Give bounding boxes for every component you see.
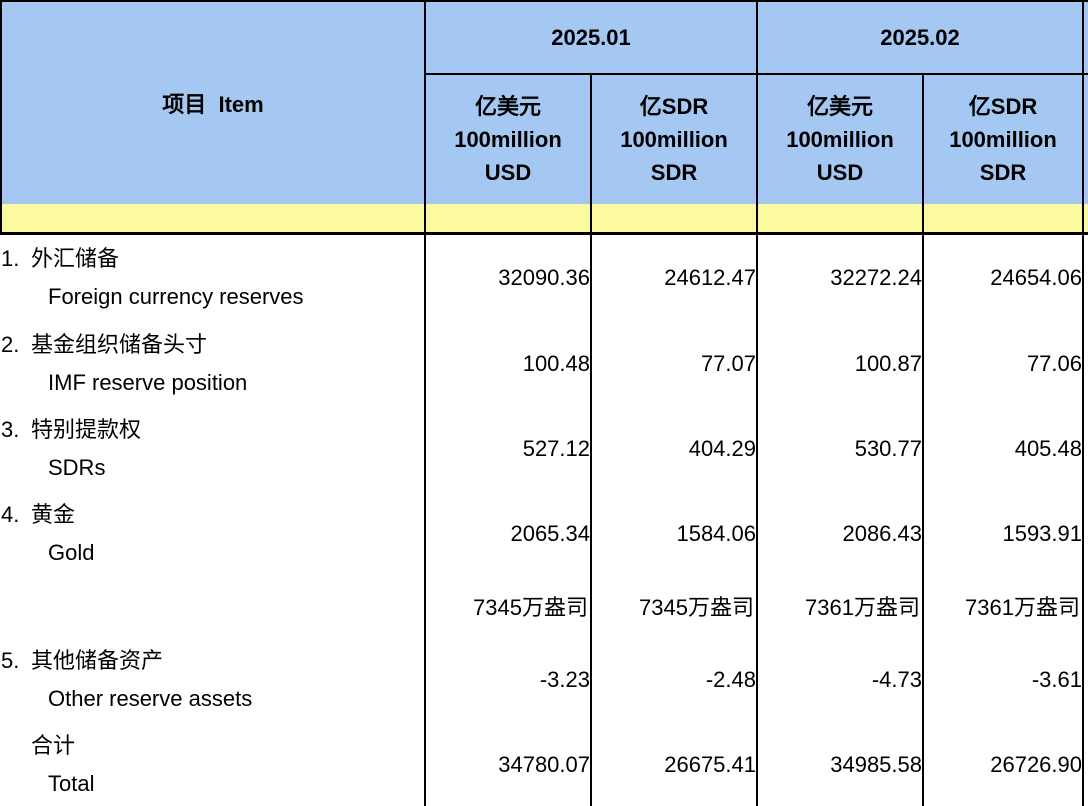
band-cell	[757, 204, 924, 235]
row-name-zh: 合计	[31, 733, 76, 758]
unit-header-usd-1: 亿美元 100million USD	[425, 74, 592, 204]
value-cell: 26675.41	[591, 723, 758, 806]
cutoff-column-subheader	[1083, 74, 1088, 204]
value-cell: 7345万盎司	[425, 576, 592, 636]
unit-header-usd-2: 亿美元 100million USD	[757, 74, 924, 204]
row-sdrs: 3. 特别提款权 SDRs 527.12 404.29 530.77 405.48	[1, 406, 1088, 491]
row-label: 合计 Total	[1, 723, 426, 806]
value-cell: 77.07	[591, 321, 758, 406]
value-cell: 7345万盎司	[591, 576, 758, 636]
value-cell: 1593.91	[923, 491, 1084, 576]
value-cell: 32272.24	[757, 233, 924, 321]
value-cell: -4.73	[757, 636, 924, 723]
cutoff-cell	[1083, 233, 1088, 321]
value-cell: -2.48	[591, 636, 758, 723]
band-cell	[425, 204, 592, 235]
row-number: 1.	[1, 245, 20, 271]
row-name-zh: 黄金	[31, 501, 76, 527]
value-cell: 100.87	[757, 321, 924, 406]
value-cell: 24654.06	[923, 233, 1084, 321]
unit-header-sdr-2: 亿SDR 100million SDR	[923, 74, 1084, 204]
row-gold: 4. 黄金 Gold 2065.34 1584.06 2086.43 1593.9…	[1, 491, 1088, 576]
value-cell: 7361万盎司	[757, 576, 924, 636]
value-cell: 1584.06	[591, 491, 758, 576]
row-name-zh: 特别提款权	[31, 416, 142, 442]
value-cell: 34985.58	[757, 723, 924, 806]
separator-band	[0, 204, 1088, 235]
value-cell: 405.48	[923, 406, 1084, 491]
row-label: 5. 其他储备资产 Other reserve assets	[1, 636, 426, 723]
value-cell: 26726.90	[923, 723, 1084, 806]
header-row-periods: 项目 Item 2025.01 2025.02	[0, 0, 1088, 204]
value-cell: 530.77	[757, 406, 924, 491]
value-cell: 34780.07	[425, 723, 592, 806]
row-label: 2. 基金组织储备头寸 IMF reserve position	[1, 321, 426, 406]
value-cell: 404.29	[591, 406, 758, 491]
row-name-en: SDRs	[48, 454, 106, 480]
row-number: 4.	[1, 501, 20, 527]
value-cell: -3.23	[425, 636, 592, 723]
value-cell: 100.48	[425, 321, 592, 406]
row-name-en: Foreign currency reserves	[48, 283, 304, 309]
unit-header-sdr-1: 亿SDR 100million SDR	[591, 74, 758, 204]
value-cell: -3.61	[923, 636, 1084, 723]
row-number: 3.	[1, 416, 20, 442]
band-cell	[923, 204, 1084, 235]
band-cutoff-cell	[1083, 204, 1088, 235]
cutoff-cell	[1083, 723, 1088, 806]
value-cell: 527.12	[425, 406, 592, 491]
value-cell: 24612.47	[591, 233, 758, 321]
cutoff-cell	[1083, 406, 1088, 491]
row-number: 5.	[1, 647, 20, 673]
row-name-en: Other reserve assets	[48, 685, 253, 711]
row-label	[1, 576, 426, 636]
row-name-zh: 其他储备资产	[31, 647, 164, 673]
row-name-en: IMF reserve position	[48, 369, 248, 395]
value-cell: 2086.43	[757, 491, 924, 576]
cutoff-cell	[1083, 491, 1088, 576]
row-label: 4. 黄金 Gold	[1, 491, 426, 576]
row-name-zh: 外汇储备	[31, 245, 120, 271]
row-imf-reserve-position: 2. 基金组织储备头寸 IMF reserve position 100.48 7…	[1, 321, 1088, 406]
cutoff-cell	[1083, 321, 1088, 406]
period-header-2025-01: 2025.01	[425, 0, 758, 75]
band-cell	[591, 204, 758, 235]
cutoff-cell	[1083, 576, 1088, 636]
row-label: 1. 外汇储备 Foreign currency reserves	[1, 233, 426, 321]
row-foreign-currency-reserves: 1. 外汇储备 Foreign currency reserves 32090.3…	[1, 233, 1088, 321]
row-total: 合计 Total 34780.07 26675.41 34985.58 2672…	[1, 723, 1088, 806]
period-header-2025-02: 2025.02	[757, 0, 1084, 75]
cutoff-cell	[1083, 636, 1088, 723]
value-cell: 2065.34	[425, 491, 592, 576]
row-name-en: Total	[48, 771, 95, 796]
row-number: 2.	[1, 331, 20, 357]
band-item-cell	[0, 204, 426, 235]
row-label: 3. 特别提款权 SDRs	[1, 406, 426, 491]
value-cell: 77.06	[923, 321, 1084, 406]
cutoff-column-header	[1083, 0, 1088, 75]
item-column-header: 项目 Item	[0, 0, 426, 204]
row-gold-holdings-oz: 7345万盎司 7345万盎司 7361万盎司 7361万盎司	[1, 576, 1088, 636]
row-name-en: Gold	[48, 539, 95, 565]
header-row-units: 亿美元 100million USD 亿SDR 100million SDR 亿…	[1, 74, 1088, 204]
value-cell: 32090.36	[425, 233, 592, 321]
row-other-reserve-assets: 5. 其他储备资产 Other reserve assets -3.23 -2.4…	[1, 636, 1088, 723]
value-cell: 7361万盎司	[923, 576, 1084, 636]
row-name-zh: 基金组织储备头寸	[31, 331, 208, 357]
